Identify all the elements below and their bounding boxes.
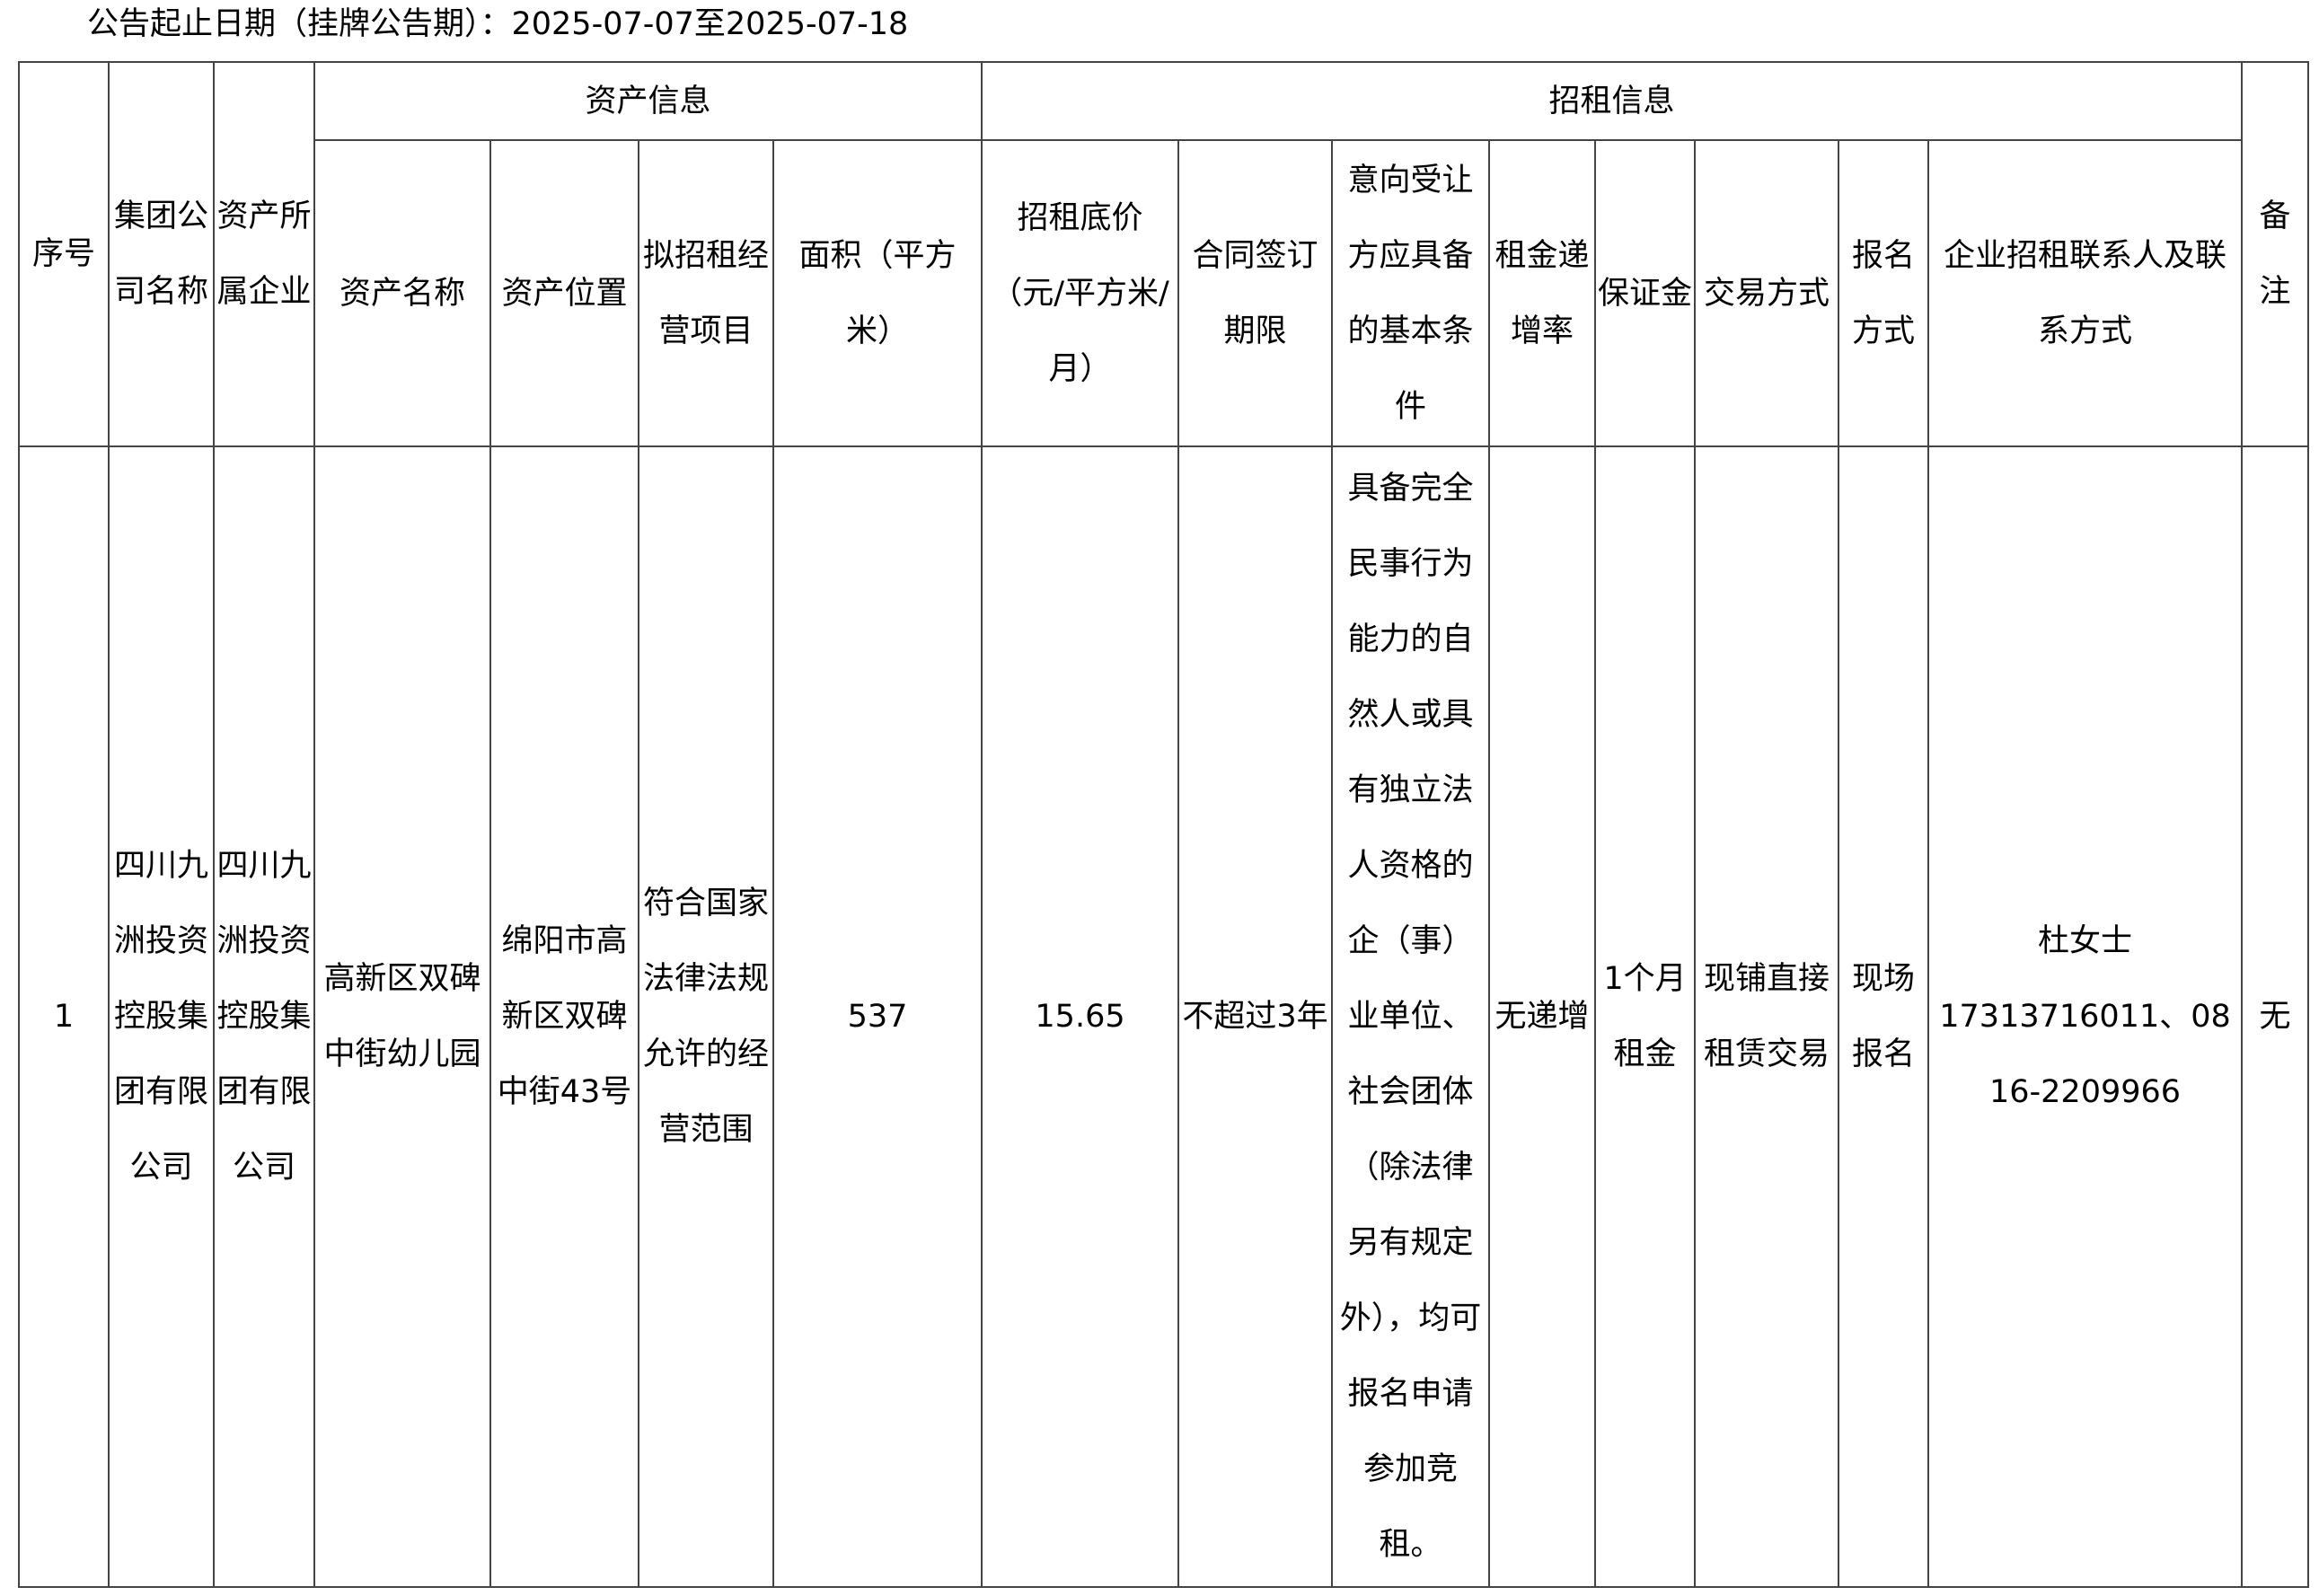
- header-base-price: 招租底价（元/平方米/月）: [981, 139, 1180, 447]
- header-signup: 报名方式: [1838, 139, 1930, 447]
- cell-signup: 现场报名: [1838, 445, 1930, 1588]
- cell-conditions: 具备完全民事行为能力的自然人或具有独立法人资格的企（事）业单位、社会团体（除法律…: [1331, 445, 1491, 1588]
- header-area: 面积（平方米）: [772, 139, 983, 447]
- header-seq: 序号: [18, 61, 110, 447]
- header-asset-name: 资产名称: [313, 139, 491, 447]
- contact-name: 杜女士: [2038, 923, 2133, 959]
- header-group-company: 集团公司名称: [108, 61, 215, 447]
- cell-area: 537: [772, 445, 983, 1588]
- header-deposit: 保证金: [1594, 139, 1697, 447]
- cell-term: 不超过3年: [1177, 445, 1334, 1588]
- cell-base-price: 15.65: [981, 445, 1180, 1588]
- cell-owner: 四川九洲投资控股集团有限公司: [213, 445, 315, 1588]
- header-contact: 企业招租联系人及联系方式: [1927, 139, 2244, 447]
- cell-remark: 无: [2241, 445, 2310, 1588]
- header-owner: 资产所属企业: [213, 61, 315, 447]
- header-business: 拟招租经营项目: [638, 139, 774, 447]
- lease-table: 序号 集团公司名称 资产所属企业 资产信息 招租信息 备注 资产名称 资产位置 …: [18, 61, 2310, 1588]
- header-conditions: 意向受让方应具备的基本条件: [1331, 139, 1491, 447]
- group-asset-info: 资产信息: [313, 61, 983, 141]
- cell-contact: 杜女士 17313716011、0816-2209966: [1927, 445, 2244, 1588]
- cell-trade-mode: 现铺直接租赁交易: [1694, 445, 1840, 1588]
- cell-business: 符合国家法律法规允许的经营范围: [638, 445, 774, 1588]
- cell-seq: 1: [18, 445, 110, 1588]
- table-row: 1 四川九洲投资控股集团有限公司 四川九洲投资控股集团有限公司 高新区双碑中街幼…: [18, 445, 2310, 1588]
- header-remark: 备注: [2241, 61, 2310, 447]
- cell-group-company: 四川九洲投资控股集团有限公司: [108, 445, 215, 1588]
- cell-increase: 无递增: [1488, 445, 1597, 1588]
- header-increase: 租金递增率: [1488, 139, 1597, 447]
- header-term: 合同签订期限: [1177, 139, 1334, 447]
- group-lease-info: 招租信息: [981, 61, 2244, 141]
- cell-asset-location: 绵阳市高新区双碑中街43号: [489, 445, 639, 1588]
- announcement-period: 公告起止日期（挂牌公告期）：2025-07-07至2025-07-18: [87, 6, 909, 42]
- cell-deposit: 1个月租金: [1594, 445, 1697, 1588]
- contact-phones: 17313716011、0816-2209966: [1939, 999, 2231, 1110]
- cell-asset-name: 高新区双碑中街幼儿园: [313, 445, 491, 1588]
- header-asset-location: 资产位置: [489, 139, 639, 447]
- header-trade-mode: 交易方式: [1694, 139, 1840, 447]
